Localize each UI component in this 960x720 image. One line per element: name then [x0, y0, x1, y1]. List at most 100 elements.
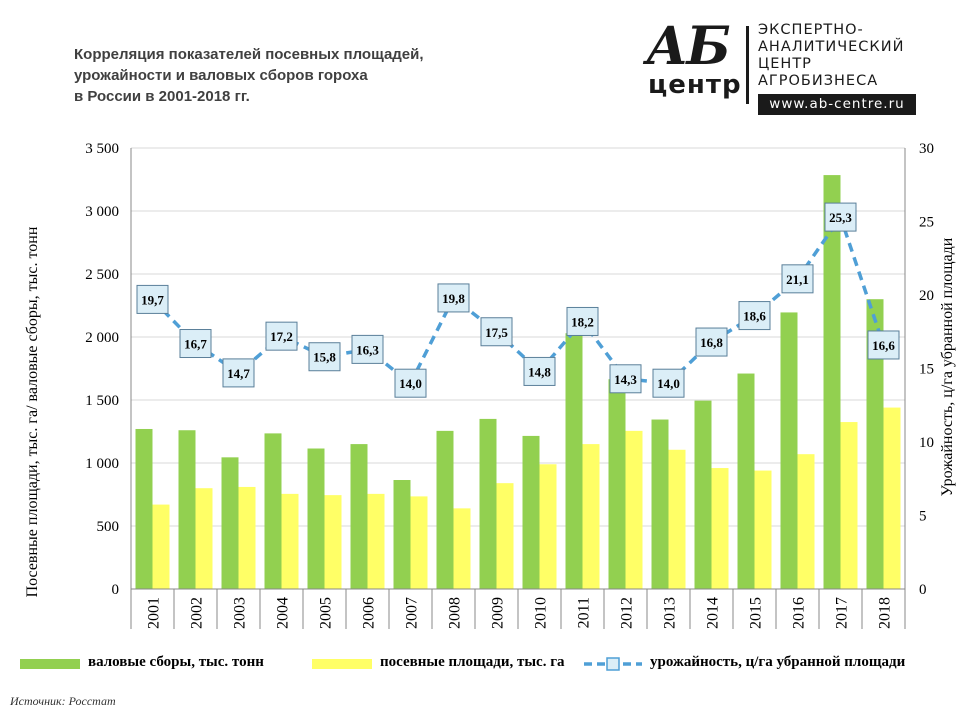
bar-gross [178, 430, 196, 589]
bar-gross [264, 433, 282, 589]
yield-data-label: 16,6 [872, 338, 895, 353]
bar-area [367, 493, 385, 589]
logo-line-4: АГРОБИЗНЕСА [758, 73, 879, 89]
yield-point-label-box [265, 321, 298, 351]
bar-gross [866, 299, 884, 589]
y-tick-label-left: 3 500 [85, 141, 119, 157]
bar-area [582, 444, 600, 589]
bar-gross [393, 480, 411, 589]
logo-centr-text: центр [648, 70, 742, 100]
bar-area [754, 470, 772, 589]
yield-data-label: 19,8 [442, 291, 465, 306]
y-tick-label-right: 20 [919, 288, 934, 304]
yield-point-label-box [566, 306, 599, 336]
yield-point-label-box [437, 283, 470, 313]
yield-point-label-box [824, 202, 857, 232]
bar-gross [823, 175, 841, 589]
x-tick-label: 2004 [275, 597, 292, 629]
yield-data-label: 14,0 [657, 376, 680, 391]
axes: 0 500 1 000 1 500 2 000 2 500 3 000 3 500 0 5 10 15… [85, 141, 934, 629]
yield-data-label: 25,3 [829, 210, 852, 225]
bar-gross [608, 379, 626, 589]
yield-point-label-box [480, 317, 513, 347]
bar-gross [780, 312, 798, 589]
yield-point-label-box [695, 327, 728, 357]
bar-area [883, 407, 901, 589]
legend-label-yield: урожайность, ц/га убранной площади [650, 654, 906, 670]
yield-point-label-box [523, 356, 556, 386]
y-tick-label-right: 5 [919, 509, 927, 525]
bar-area [840, 422, 858, 589]
yield-series-line [151, 215, 886, 385]
chart-title: Корреляция показателей посевных площадей… [74, 44, 494, 107]
bars [135, 175, 901, 589]
yield-labels: 19,7 16,7 14,7 17,2 15,8 16,3 14,0 19,8 17,5 14,8… [136, 202, 900, 398]
bar-gross [565, 333, 583, 589]
yield-data-label: 16,7 [184, 337, 207, 352]
yield-point-label-box [652, 368, 685, 398]
yield-data-label: 16,8 [700, 335, 723, 350]
yield-data-label: 18,2 [571, 314, 594, 329]
y-tick-label-right: 0 [919, 582, 927, 598]
yield-data-label: 21,1 [786, 272, 809, 287]
x-tick-label: 2014 [705, 597, 722, 629]
bar-area [152, 504, 170, 589]
source-note: Источник: Росстат [10, 694, 116, 708]
y-tick-label-right: 25 [919, 215, 934, 231]
bar-area [625, 430, 643, 589]
y-tick-label-left: 0 [112, 582, 120, 598]
y-axis-label-right: Урожайность, ц/га убранной площади [939, 237, 956, 496]
bar-gross [307, 448, 325, 589]
yield-point-label-box [351, 334, 384, 364]
title-line-1: Корреляция показателей посевных площадей… [74, 46, 424, 63]
x-tick-label: 2006 [361, 597, 378, 629]
logo-line-2: АНАЛИТИЧЕСКИЙ [758, 39, 905, 55]
logo-ab-text: АБ [646, 16, 731, 77]
yield-point-label-box [867, 330, 900, 360]
bar-area [496, 483, 514, 589]
legend-swatch-area [312, 659, 372, 669]
yield-line [151, 215, 886, 385]
x-tick-label: 2012 [619, 597, 636, 629]
logo-line-3: ЦЕНТР [758, 56, 812, 72]
yield-data-label: 14,0 [399, 376, 422, 391]
bar-area [668, 449, 686, 589]
yield-data-label: 14,7 [227, 366, 250, 381]
x-tick-label: 2005 [318, 597, 335, 629]
yield-point-label-box [394, 368, 427, 398]
y-tick-label-left: 500 [97, 519, 120, 535]
bar-gross [135, 428, 153, 589]
bar-area [539, 464, 557, 589]
x-tick-label: 2018 [877, 597, 894, 629]
y-tick-label-left: 2 000 [85, 330, 119, 346]
bar-area [797, 454, 815, 589]
bar-area [195, 488, 213, 589]
bar-gross [651, 419, 669, 589]
ab-centre-logo: АБ центр ЭКСПЕРТНО- АНАЛИТИЧЕСКИЙ ЦЕНТР … [640, 16, 940, 122]
bar-gross [436, 430, 454, 589]
logo-line-1: ЭКСПЕРТНО- [758, 22, 864, 38]
yield-data-label: 16,3 [356, 342, 379, 357]
bar-area [711, 468, 729, 589]
x-tick-label: 2009 [490, 597, 507, 629]
bar-area [324, 495, 342, 589]
yield-point-label-box [609, 364, 642, 394]
logo-url: www.ab-centre.ru [758, 94, 916, 115]
legend-swatch-gross [20, 659, 80, 669]
yield-data-label: 14,8 [528, 364, 551, 379]
x-tick-label: 2013 [662, 597, 679, 629]
logo-divider [746, 26, 749, 104]
yield-point-label-box [781, 264, 814, 294]
y-tick-label-left: 1 500 [85, 393, 119, 409]
yield-data-label: 17,5 [485, 325, 508, 340]
logo-caption: ЭКСПЕРТНО- АНАЛИТИЧЕСКИЙ ЦЕНТР АГРОБИЗНЕ… [758, 22, 904, 90]
bar-gross [350, 444, 368, 589]
x-tick-label: 2008 [447, 597, 464, 629]
bar-area [410, 496, 428, 589]
y-tick-label-right: 15 [919, 362, 934, 378]
x-tick-label: 2017 [834, 597, 851, 629]
bar-area [238, 486, 256, 589]
x-tick-label: 2015 [748, 597, 765, 629]
x-tick-label: 2003 [232, 597, 249, 629]
legend-label-gross: валовые сборы, тыс. тонн [88, 654, 264, 670]
